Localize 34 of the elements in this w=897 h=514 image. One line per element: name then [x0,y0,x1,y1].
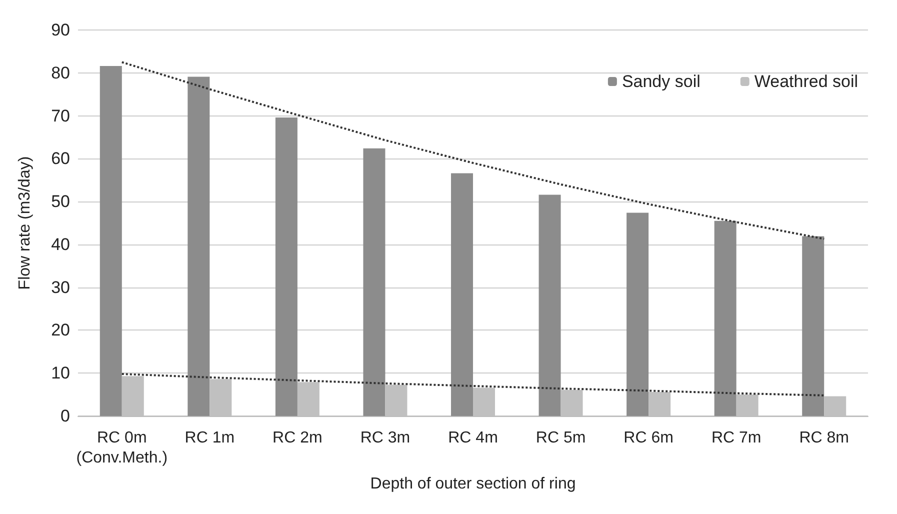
y-tick-label: 60 [51,149,70,168]
x-tick-label: RC 5m [536,430,586,446]
line-series [120,61,826,240]
bar [714,220,736,416]
y-tick-label: 70 [51,106,70,126]
legend-label: Sandy soil [622,72,700,91]
y-tick-label: 20 [51,320,70,340]
x-tick-label: RC 4m [448,430,498,446]
bar [188,76,210,416]
y-tick-label: 50 [51,192,70,212]
x-tick-label: RC 1m [184,430,235,446]
y-tick-label: 30 [51,278,70,297]
line-series [120,372,826,396]
x-tick-label: RC 2m [272,430,322,446]
y-tick-label: 80 [51,63,70,82]
x-tick-label: RC 0m (Conv.Meth.) [76,430,168,466]
x-tick-label: RC 3m [360,430,410,446]
bar [363,148,386,416]
bar [100,66,122,416]
x-tick-label: RC 6m [624,430,674,446]
bar [275,117,298,416]
x-axis-title: Depth of outer section of ring [370,476,576,492]
bar [451,173,473,416]
x-tick-label: RC 7m [711,430,762,446]
bar [626,212,649,416]
y-axis-title: Flow rate (m3/day) [16,156,34,290]
y-tick-label: 10 [51,364,70,383]
legend-label: Weathred soil [754,72,858,91]
bar [538,194,561,416]
y-tick-label: 90 [51,20,70,40]
bar [802,236,824,416]
x-tick-label: RC 8m [799,430,849,446]
y-tick-label: 0 [60,406,70,426]
y-tick-label: 40 [51,234,70,254]
